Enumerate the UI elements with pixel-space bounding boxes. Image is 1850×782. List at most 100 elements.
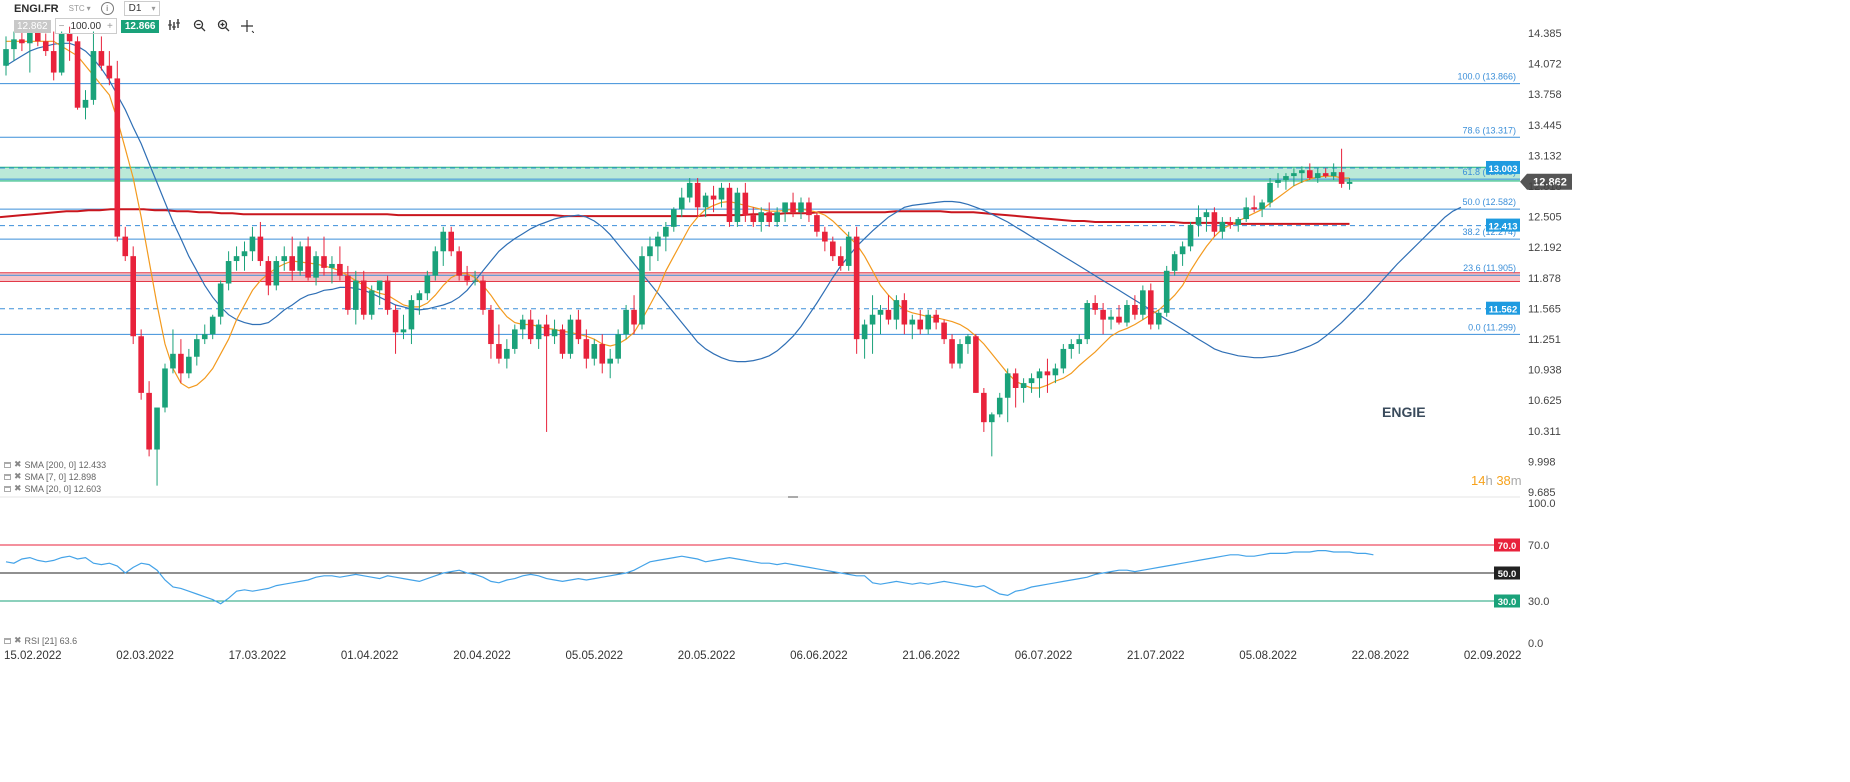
symbol-label[interactable]: ENGI.FR xyxy=(14,2,59,15)
price-axis-tick: 13.132 xyxy=(1528,150,1562,162)
crosshair-icon[interactable] xyxy=(239,19,255,34)
close-icon[interactable]: ✖ xyxy=(14,471,22,481)
close-icon[interactable]: ✖ xyxy=(14,483,22,493)
price-tag-label: 11.562 xyxy=(1489,305,1518,316)
candle-body xyxy=(1092,303,1098,310)
indicator-settings-icon[interactable] xyxy=(4,485,11,492)
timer-minutes-unit: m xyxy=(1510,473,1522,488)
candle-body xyxy=(3,49,9,66)
bid-price-button[interactable]: 12.862 xyxy=(14,19,51,33)
candle xyxy=(265,256,272,296)
candle-body xyxy=(527,319,534,340)
rsi-level-label: 30.0 xyxy=(1498,597,1517,608)
date-axis-label: 05.05.2022 xyxy=(566,650,624,662)
indicator-settings-icon[interactable] xyxy=(4,473,11,480)
candle-body xyxy=(1299,170,1305,174)
volume-stepper[interactable]: − 100.00 + xyxy=(54,18,117,34)
candle-body xyxy=(1084,303,1090,340)
legend-sma7[interactable]: ✖ SMA [7, 0] 12.898 xyxy=(4,471,96,482)
instrument-name: ENGIE xyxy=(1382,404,1426,420)
info-icon[interactable]: i xyxy=(100,2,114,15)
candle-body xyxy=(774,212,780,222)
legend-sma20[interactable]: ✖ SMA [20, 0] 12.603 xyxy=(4,483,101,494)
candle xyxy=(480,275,486,315)
candle xyxy=(782,202,788,222)
candle-body xyxy=(837,256,844,266)
last-price-tag xyxy=(1520,173,1572,190)
legend-sma200[interactable]: ✖ SMA [200, 0] 12.433 xyxy=(4,459,106,470)
panel-resize-handle[interactable] xyxy=(788,496,798,498)
candle xyxy=(66,26,73,61)
indicators-icon[interactable] xyxy=(167,19,183,33)
indicator-settings-icon[interactable] xyxy=(4,637,11,644)
candle-body xyxy=(11,39,17,50)
candle-body xyxy=(845,236,852,266)
candle xyxy=(519,314,526,340)
fib-level-label: 0.0 (11.299) xyxy=(1468,322,1516,332)
candle xyxy=(718,182,725,208)
price-axis-tick: 13.445 xyxy=(1528,120,1562,132)
candle xyxy=(1346,178,1353,190)
close-icon[interactable]: ✖ xyxy=(14,635,22,645)
volume-value[interactable]: 100.00 xyxy=(70,20,102,32)
price-axis-tick: 11.878 xyxy=(1528,273,1561,285)
volume-decrease-button[interactable]: − xyxy=(58,20,65,32)
interval-dropdown[interactable]: D1 ▾ xyxy=(123,1,161,16)
market-type-dropdown[interactable]: STC ▾ xyxy=(69,4,91,13)
candle xyxy=(345,265,351,315)
rsi-level-label: 50.0 xyxy=(1498,569,1517,580)
close-icon[interactable]: ✖ xyxy=(14,459,22,469)
candle xyxy=(424,270,431,301)
rsi-axis-tick: 100.0 xyxy=(1528,498,1556,510)
candle-body xyxy=(1155,312,1162,325)
candle-body xyxy=(384,280,391,310)
price-axis-tick: 9.998 xyxy=(1528,456,1556,468)
ask-price-button[interactable]: 12.866 xyxy=(120,19,160,33)
candle xyxy=(1195,205,1202,237)
zoom-in-icon[interactable] xyxy=(215,19,231,33)
candle xyxy=(1028,373,1035,393)
legend-rsi[interactable]: ✖ RSI [21] 63.6 xyxy=(4,635,77,646)
candle xyxy=(297,241,303,276)
candle-body xyxy=(1124,304,1130,323)
volume-increase-button[interactable]: + xyxy=(107,20,113,32)
candle xyxy=(1179,241,1186,266)
candle xyxy=(631,295,637,335)
candle xyxy=(1132,295,1138,320)
candle xyxy=(1012,368,1019,408)
price-tag-label: 12.413 xyxy=(1488,222,1517,233)
candle-body xyxy=(1100,309,1106,320)
candle xyxy=(1283,173,1289,190)
candle-body xyxy=(766,212,772,222)
timer-minutes: 38 xyxy=(1496,473,1511,488)
date-axis-label: 15.02.2022 xyxy=(4,650,62,662)
candle xyxy=(734,187,741,227)
legend-sma20-label: SMA [20, 0] 12.603 xyxy=(24,483,102,494)
candle-body xyxy=(599,344,606,364)
candle-body xyxy=(432,251,439,276)
candle-body xyxy=(1243,207,1249,220)
candle-body xyxy=(265,261,272,286)
candle-body xyxy=(631,309,637,325)
candle-body xyxy=(1283,176,1289,180)
indicator-settings-icon[interactable] xyxy=(4,461,11,468)
candle xyxy=(241,241,248,271)
candle xyxy=(814,212,820,237)
candle xyxy=(440,226,447,266)
zoom-out-icon[interactable] xyxy=(191,19,207,33)
candle xyxy=(933,309,939,330)
price-axis-tick: 14.072 xyxy=(1528,59,1562,71)
candle-body xyxy=(1004,373,1011,398)
candle-body xyxy=(965,336,971,345)
candle xyxy=(114,60,121,242)
candle xyxy=(201,324,208,345)
candle-body xyxy=(162,368,168,408)
candle xyxy=(1219,217,1226,239)
candle xyxy=(154,407,160,486)
date-axis-label: 06.06.2022 xyxy=(790,650,848,662)
candle-body xyxy=(519,319,526,330)
candle-body xyxy=(1211,212,1218,232)
candle xyxy=(1251,195,1257,213)
candle-body xyxy=(1227,221,1234,225)
